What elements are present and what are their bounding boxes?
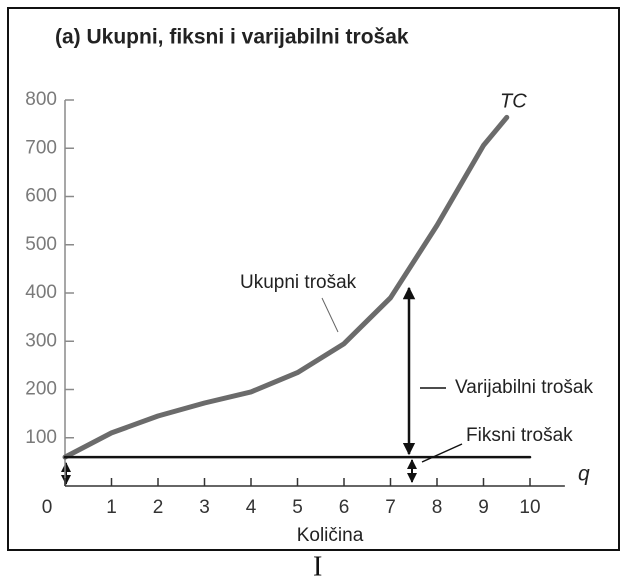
caption: I <box>313 551 322 581</box>
x-tick-label: 9 <box>478 497 489 518</box>
annotation: Ukupni trošak <box>240 272 357 293</box>
annotation: Varijabilni trošak <box>455 377 593 398</box>
y-tick-label: 100 <box>25 427 57 448</box>
y-tick-label: 300 <box>25 330 57 351</box>
x-tick-label: 8 <box>432 497 443 518</box>
y-tick-label: 500 <box>25 234 57 255</box>
x-tick-label: 5 <box>292 497 303 518</box>
y-tick-label: 800 <box>25 89 57 110</box>
series-label: TC <box>500 90 527 112</box>
series-line <box>62 114 510 460</box>
x-tick-label: 0 <box>42 497 53 518</box>
x-axis-title: Količina <box>297 525 364 546</box>
frame <box>7 7 620 551</box>
y-tick-label: 600 <box>25 186 57 207</box>
x-tick-label: 4 <box>246 497 257 518</box>
x-tick-label: 1 <box>106 497 117 518</box>
series-label: Fiksni trošak <box>466 425 573 446</box>
y-tick-label: 200 <box>25 379 57 400</box>
leader-line <box>421 443 463 463</box>
y-tick-label: 400 <box>25 282 57 303</box>
x-tick-label: 10 <box>519 497 540 518</box>
leader-line <box>321 297 339 333</box>
x-tick-label: 3 <box>199 497 210 518</box>
chart-title: (a) Ukupni, fiksni i varijabilni trošak <box>55 26 409 49</box>
x-tick-label: 2 <box>153 497 164 518</box>
x-tick-label: 7 <box>385 497 396 518</box>
x-axis-symbol: q <box>578 463 590 486</box>
y-tick-label: 700 <box>25 137 57 158</box>
x-tick-label: 6 <box>339 497 350 518</box>
